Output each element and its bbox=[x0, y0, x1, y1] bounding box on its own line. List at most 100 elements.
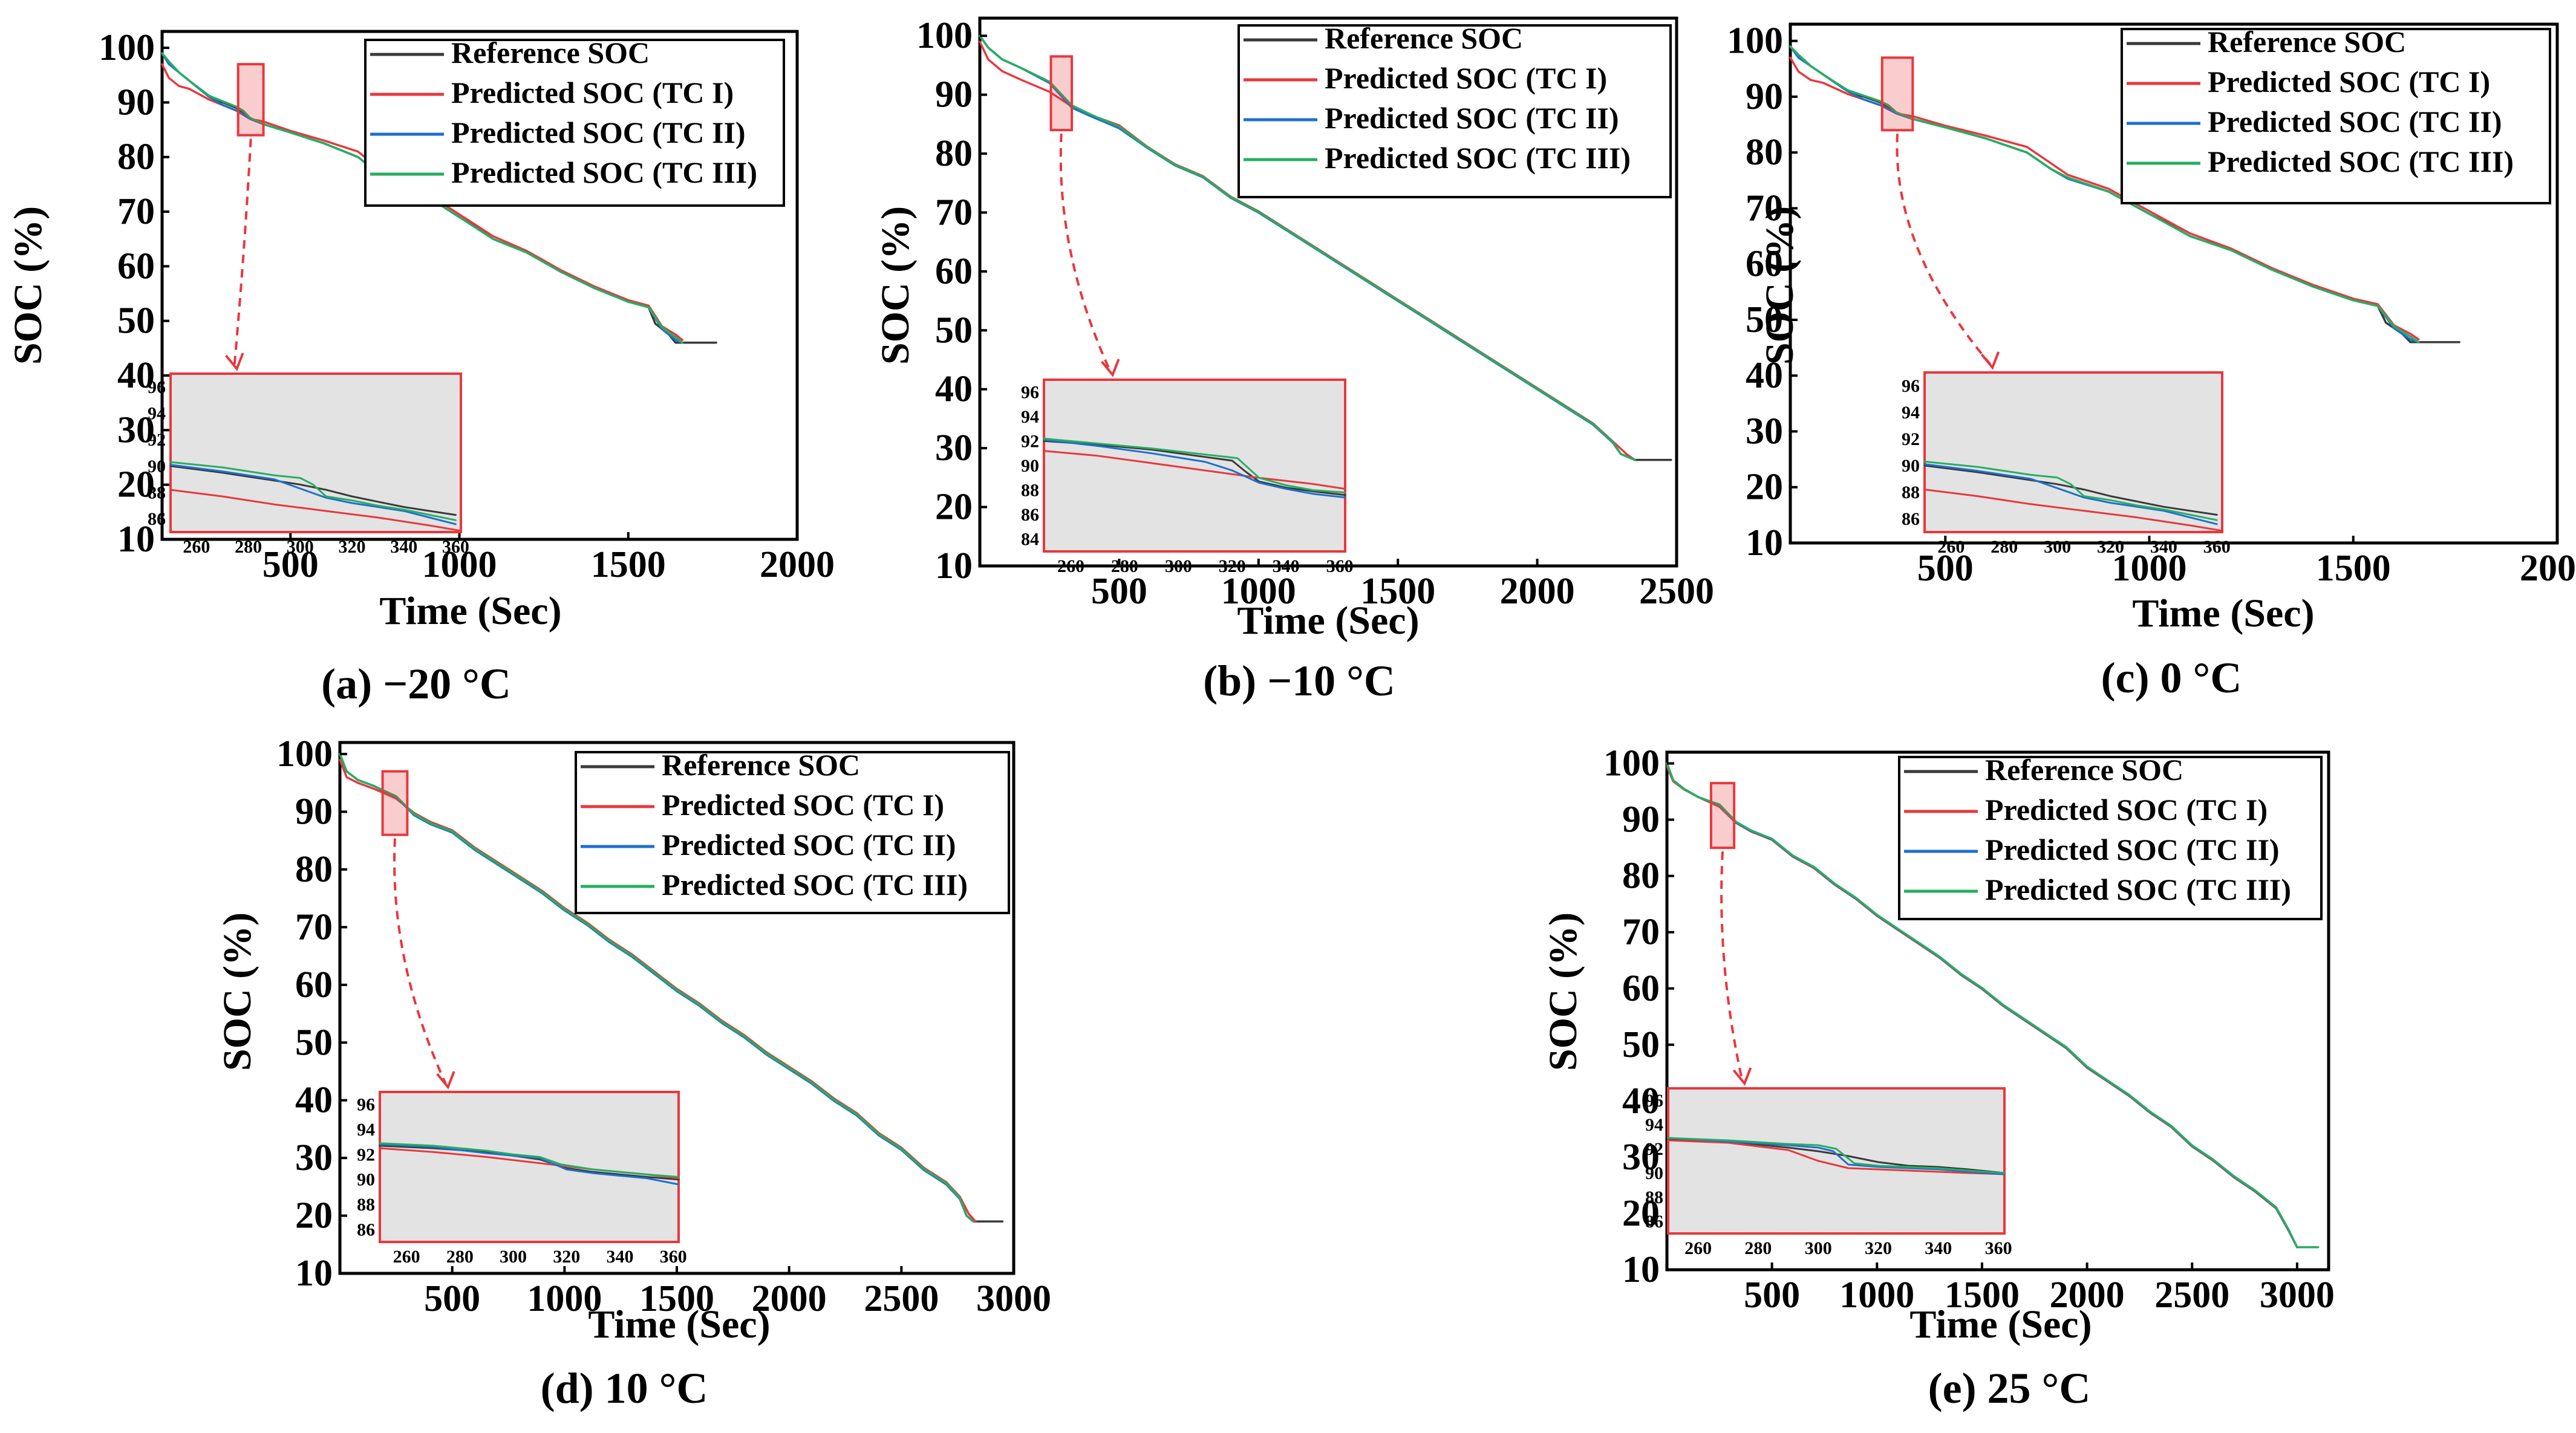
inset-y-tick-label: 92 bbox=[1021, 431, 1039, 451]
y-tick-label: 20 bbox=[935, 487, 973, 528]
inset-y-tick-label: 86 bbox=[148, 509, 166, 529]
y-tick-label: 30 bbox=[295, 1137, 333, 1178]
inset-y-tick-label: 94 bbox=[148, 404, 166, 424]
x-tick-label: 1000 bbox=[1839, 1275, 1914, 1316]
inset-y-tick-label: 88 bbox=[1902, 483, 1920, 502]
legend-entry-tc3: Predicted SOC (TC III) bbox=[662, 868, 968, 902]
series-group bbox=[339, 753, 1004, 1223]
inset-y-tick-label: 94 bbox=[357, 1120, 375, 1140]
inset-line-tc1 bbox=[1667, 1139, 2006, 1175]
inset-y-tick-label: 94 bbox=[1902, 403, 1920, 423]
x-axis-label: Time (Sec) bbox=[1237, 599, 1419, 643]
inset-y-tick-label: 90 bbox=[357, 1170, 375, 1190]
x-tick-label: 1500 bbox=[1945, 1275, 2020, 1316]
inset-line-reference bbox=[1667, 1138, 2006, 1174]
x-tick-label: 500 bbox=[424, 1278, 480, 1319]
legend-entry-tc1: Predicted SOC (TC I) bbox=[2208, 65, 2490, 99]
y-axis-label: SOC (%) bbox=[215, 912, 259, 1071]
legend-entry-tc2: Predicted SOC (TC II) bbox=[451, 115, 746, 149]
legend-box bbox=[364, 39, 785, 207]
x-tick-label: 2000 bbox=[2520, 548, 2576, 589]
x-tick-label: 1500 bbox=[2316, 548, 2391, 589]
y-tick-label: 30 bbox=[935, 427, 973, 469]
zoom-dashed-arrow bbox=[1896, 134, 1991, 365]
chart-panel-1: 10 20 30 40 50 60 70 80 90 100 500 1000 1500 2000 Time… bbox=[6, 27, 835, 708]
y-tick-label: 100 bbox=[916, 15, 973, 56]
legend-entry-reference: Reference SOC bbox=[451, 36, 650, 70]
legend-entry-tc1: Predicted SOC (TC I) bbox=[1325, 61, 1607, 95]
series-group bbox=[1789, 45, 2460, 343]
inset-plot: 86 88 90 92 94 96 260 280 300 320 340 360 bbox=[357, 1091, 687, 1267]
y-tick-label: 60 bbox=[295, 964, 333, 1006]
zoom-dashed-arrow bbox=[1059, 133, 1112, 372]
inset-y-tick-label: 86 bbox=[1902, 509, 1920, 529]
inset-line-tc1 bbox=[169, 489, 462, 532]
zoom-arrow-head bbox=[436, 1071, 455, 1090]
y-tick-label: 90 bbox=[935, 74, 973, 115]
y-tick-label: 10 bbox=[1746, 522, 1783, 564]
x-tick-label: 500 bbox=[1091, 571, 1147, 612]
x-tick-label: 1500 bbox=[639, 1278, 714, 1319]
x-tick-label: 2000 bbox=[2050, 1275, 2125, 1316]
y-tick-label: 10 bbox=[295, 1253, 333, 1294]
y-tick-label: 90 bbox=[1622, 799, 1660, 840]
legend-entry-tc3: Predicted SOC (TC III) bbox=[451, 155, 757, 189]
y-tick-label: 40 bbox=[935, 369, 973, 410]
zoom-region-box bbox=[381, 770, 409, 836]
x-tick-label: 1500 bbox=[591, 544, 666, 585]
zoom-arrow-head bbox=[1980, 351, 2000, 370]
x-tick-label: 2500 bbox=[2154, 1275, 2229, 1316]
x-tick-label: 3000 bbox=[2260, 1275, 2335, 1316]
inset-area bbox=[169, 372, 462, 533]
x-axis-label: Time (Sec) bbox=[588, 1302, 770, 1347]
x-tick-label: 500 bbox=[1744, 1275, 1800, 1316]
legend-entry-reference: Reference SOC bbox=[1325, 21, 1523, 55]
inset-area bbox=[1043, 379, 1346, 553]
zoom-region-box bbox=[1049, 55, 1074, 132]
y-tick-label: 100 bbox=[1603, 743, 1660, 784]
inset-x-tick-label: 280 bbox=[446, 1247, 474, 1267]
inset-x-tick-label: 260 bbox=[183, 537, 210, 557]
x-tick-label: 1000 bbox=[1221, 571, 1296, 612]
x-tick-label: 2000 bbox=[760, 544, 835, 585]
x-tick-label: 2500 bbox=[1639, 571, 1714, 612]
y-tick-label: 80 bbox=[295, 849, 333, 890]
chart-panel-2: 10 20 30 40 50 60 70 80 90 100 500 1000 1500 2000 2500… bbox=[873, 15, 1714, 705]
y-tick-label: 100 bbox=[1727, 21, 1783, 62]
inset-y-tick-label: 90 bbox=[148, 457, 166, 476]
legend-entry-tc2: Predicted SOC (TC II) bbox=[2208, 105, 2502, 138]
inset-x-tick-label: 260 bbox=[1684, 1238, 1712, 1258]
inset-x-tick-label: 300 bbox=[500, 1247, 527, 1267]
inset-y-tick-label: 92 bbox=[357, 1145, 375, 1165]
y-tick-label: 80 bbox=[1746, 132, 1783, 173]
inset-y-tick-label: 90 bbox=[1021, 456, 1039, 476]
y-tick-label: 10 bbox=[935, 545, 973, 587]
inset-y-tick-label: 90 bbox=[1645, 1163, 1663, 1183]
y-tick-label: 70 bbox=[1622, 912, 1660, 953]
x-tick-label: 1000 bbox=[527, 1278, 602, 1319]
y-tick-label: 100 bbox=[276, 733, 333, 775]
panel-caption: (e) 25 °C bbox=[1928, 1364, 2091, 1412]
inset-y-tick-label: 92 bbox=[1645, 1139, 1663, 1159]
y-tick-label: 70 bbox=[1746, 187, 1783, 229]
zoom-arrow-head bbox=[1101, 359, 1120, 377]
inset-line-tc2 bbox=[1667, 1137, 2006, 1175]
inset-line-reference bbox=[1043, 440, 1346, 496]
y-tick-label: 40 bbox=[1622, 1080, 1660, 1122]
y-tick-label: 20 bbox=[295, 1195, 333, 1236]
y-tick-label: 40 bbox=[117, 355, 155, 396]
x-tick-label: 500 bbox=[1917, 548, 1974, 589]
y-tick-label: 60 bbox=[117, 245, 155, 287]
x-tick-label: 2500 bbox=[864, 1278, 939, 1319]
inset-y-tick-label: 88 bbox=[148, 483, 166, 503]
y-tick-label: 60 bbox=[1622, 968, 1660, 1009]
y-tick-label: 40 bbox=[1746, 355, 1783, 396]
inset-line-tc3 bbox=[1043, 437, 1346, 494]
inset-area bbox=[379, 1091, 680, 1243]
inset-x-tick-label: 360 bbox=[2203, 537, 2231, 557]
inset-y-tick-label: 86 bbox=[1645, 1212, 1663, 1232]
y-axis-label: SOC (%) bbox=[1758, 206, 1802, 365]
inset-y-tick-label: 94 bbox=[1645, 1115, 1663, 1135]
inset-y-tick-label: 84 bbox=[1021, 530, 1039, 550]
